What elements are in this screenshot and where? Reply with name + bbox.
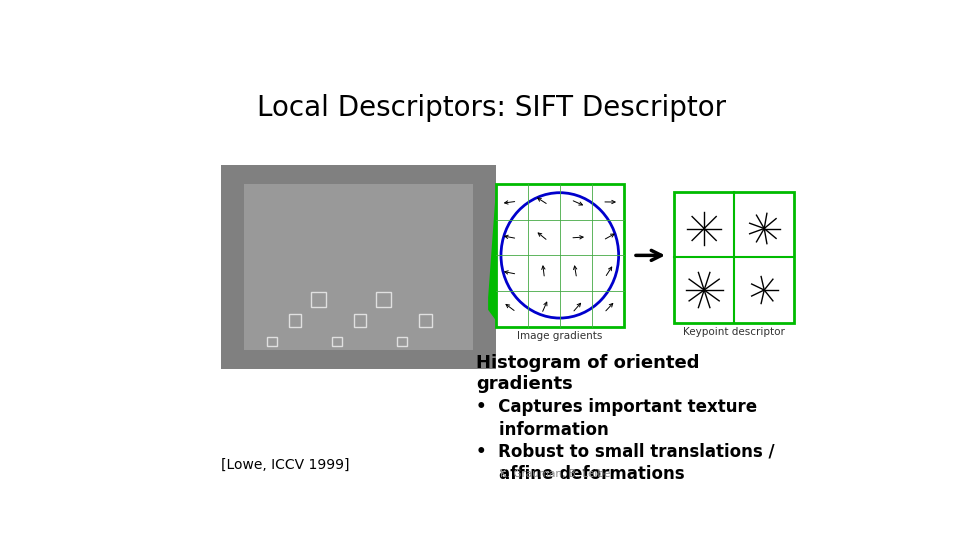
Bar bbox=[311, 292, 326, 307]
Bar bbox=[332, 336, 342, 346]
Bar bbox=[267, 336, 276, 346]
Text: •  Robust to small translations /
    affine deformations: • Robust to small translations / affine … bbox=[476, 442, 775, 483]
Bar bbox=[375, 292, 392, 307]
Text: Image gradients: Image gradients bbox=[517, 331, 603, 341]
Bar bbox=[674, 192, 794, 323]
Bar bbox=[420, 314, 432, 327]
Polygon shape bbox=[488, 190, 496, 320]
Text: K. Grauman, B. Leibe: K. Grauman, B. Leibe bbox=[500, 469, 611, 479]
Text: [Lowe, ICCV 1999]: [Lowe, ICCV 1999] bbox=[221, 457, 349, 471]
Bar bbox=[397, 336, 407, 346]
Text: Keypoint descriptor: Keypoint descriptor bbox=[684, 327, 785, 338]
Bar bbox=[289, 314, 301, 327]
Bar bbox=[221, 165, 496, 369]
Text: Local Descriptors: SIFT Descriptor: Local Descriptors: SIFT Descriptor bbox=[257, 94, 727, 122]
Bar bbox=[244, 184, 472, 350]
Text: •  Captures important texture
    information: • Captures important texture information bbox=[476, 398, 757, 439]
Bar bbox=[496, 184, 624, 327]
Text: Histogram of oriented
gradients: Histogram of oriented gradients bbox=[476, 354, 700, 393]
Bar bbox=[354, 314, 367, 327]
